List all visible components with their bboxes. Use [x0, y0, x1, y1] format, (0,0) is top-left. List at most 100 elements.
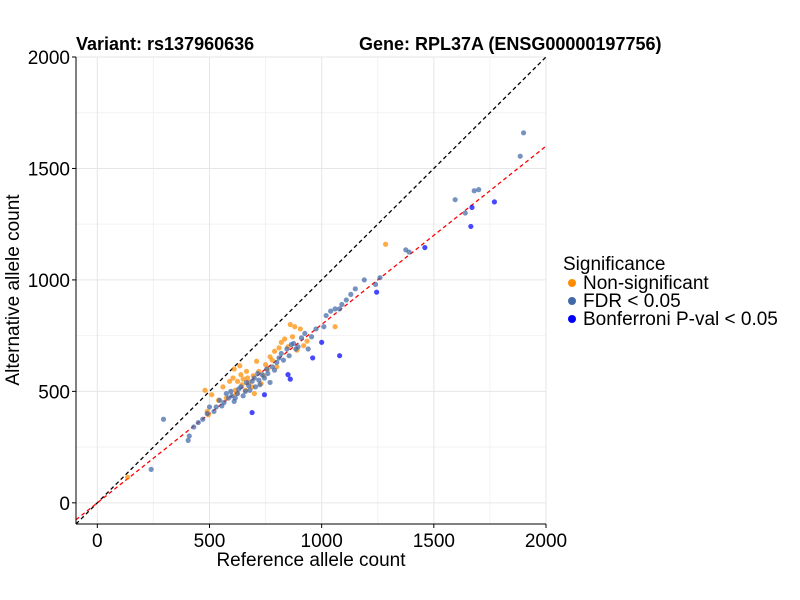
point-fdr-0-05 — [305, 346, 311, 352]
point-non-significant — [292, 324, 298, 330]
point-fdr-0-05 — [242, 388, 248, 394]
point-fdr-0-05 — [148, 466, 154, 472]
grid-lines — [76, 56, 547, 524]
point-fdr-0-05 — [328, 308, 334, 314]
point-fdr-0-05 — [406, 249, 412, 255]
point-fdr-0-05 — [343, 297, 349, 303]
point-non-significant — [301, 343, 307, 349]
point-non-significant — [251, 390, 257, 397]
point-fdr-0-05 — [200, 416, 206, 422]
x-tick-label: 2000 — [525, 531, 567, 552]
point-fdr-0-05 — [339, 301, 345, 308]
point-fdr-0-05 — [195, 419, 201, 426]
x-tick-label: 1500 — [413, 531, 455, 552]
point-fdr-0-05 — [238, 384, 244, 390]
point-fdr-0-05 — [313, 326, 319, 332]
point-fdr-0-05 — [377, 275, 383, 281]
point-fdr-0-05 — [291, 340, 297, 347]
point-fdr-0-05 — [211, 408, 217, 415]
point-fdr-0-05 — [452, 197, 458, 203]
point-fdr-0-05 — [462, 210, 468, 216]
data-points — [124, 130, 527, 480]
point-non-significant — [227, 378, 233, 384]
reference-line-identity — [75, 56, 547, 525]
legend-swatch — [568, 297, 576, 305]
axes — [75, 57, 546, 525]
x-tick-label: 1000 — [301, 531, 343, 552]
point-fdr-0-05 — [267, 379, 273, 386]
point-non-significant — [287, 321, 293, 328]
point-fdr-0-05 — [323, 312, 329, 319]
y-tick-label: 2000 — [28, 48, 70, 69]
point-fdr-0-05 — [471, 188, 477, 194]
point-fdr-0-05 — [520, 130, 527, 136]
point-bonferroni-p-val-0-05 — [287, 376, 293, 382]
title-gene: Gene: RPL37A (ENSG00000197756) — [359, 34, 661, 54]
legend-label: Non-significant — [583, 273, 709, 294]
point-fdr-0-05 — [206, 404, 213, 410]
x-tick-label: 500 — [194, 531, 226, 552]
point-fdr-0-05 — [255, 370, 261, 377]
point-fdr-0-05 — [256, 377, 262, 383]
point-fdr-0-05 — [232, 395, 238, 401]
point-non-significant — [304, 338, 310, 344]
y-axis-title: Alternative allele count — [3, 194, 24, 386]
point-non-significant — [234, 378, 241, 384]
point-non-significant — [202, 387, 208, 393]
point-non-significant — [269, 357, 275, 363]
point-fdr-0-05 — [302, 330, 308, 337]
point-non-significant — [238, 372, 244, 378]
legend-label: Bonferroni P-val < 0.05 — [583, 309, 778, 330]
point-fdr-0-05 — [191, 424, 197, 430]
reference-lines — [75, 56, 547, 525]
point-fdr-0-05 — [352, 286, 358, 292]
point-fdr-0-05 — [252, 384, 259, 390]
point-fdr-0-05 — [298, 335, 305, 341]
point-fdr-0-05 — [361, 277, 367, 283]
point-fdr-0-05 — [271, 367, 278, 373]
point-non-significant — [278, 339, 284, 345]
point-bonferroni-p-val-0-05 — [310, 355, 316, 361]
point-bonferroni-p-val-0-05 — [337, 353, 343, 359]
point-non-significant — [282, 336, 288, 342]
point-bonferroni-p-val-0-05 — [468, 223, 474, 230]
point-non-significant — [230, 375, 236, 381]
point-fdr-0-05 — [186, 433, 192, 439]
point-fdr-0-05 — [286, 353, 292, 359]
point-fdr-0-05 — [160, 416, 167, 422]
y-tick-label: 1000 — [28, 271, 70, 292]
point-bonferroni-p-val-0-05 — [261, 392, 268, 398]
y-tick-label: 0 — [59, 494, 70, 515]
y-tick-label: 1500 — [28, 159, 70, 180]
point-fdr-0-05 — [517, 153, 523, 159]
point-non-significant — [297, 326, 303, 332]
title-variant: Variant: rs137960636 — [76, 34, 254, 54]
point-fdr-0-05 — [261, 375, 268, 381]
point-fdr-0-05 — [264, 366, 270, 372]
point-fdr-0-05 — [295, 344, 301, 350]
point-fdr-0-05 — [276, 355, 282, 361]
point-bonferroni-p-val-0-05 — [422, 244, 428, 251]
point-bonferroni-p-val-0-05 — [319, 339, 325, 345]
legend-swatch — [568, 315, 576, 323]
point-bonferroni-p-val-0-05 — [491, 199, 498, 205]
point-bonferroni-p-val-0-05 — [469, 204, 475, 211]
point-fdr-0-05 — [223, 390, 229, 397]
point-fdr-0-05 — [284, 346, 290, 352]
legend-title: Significance — [563, 254, 665, 275]
point-fdr-0-05 — [234, 390, 241, 397]
point-fdr-0-05 — [278, 350, 284, 357]
point-fdr-0-05 — [274, 359, 280, 365]
point-non-significant — [332, 324, 338, 330]
point-bonferroni-p-val-0-05 — [374, 289, 380, 295]
point-fdr-0-05 — [221, 399, 227, 406]
point-non-significant — [276, 345, 282, 351]
x-axis-title: Reference allele count — [216, 550, 406, 571]
point-fdr-0-05 — [257, 382, 263, 388]
point-fdr-0-05 — [265, 370, 271, 377]
point-bonferroni-p-val-0-05 — [285, 372, 291, 378]
point-fdr-0-05 — [185, 437, 191, 444]
legend-swatch — [568, 279, 576, 287]
